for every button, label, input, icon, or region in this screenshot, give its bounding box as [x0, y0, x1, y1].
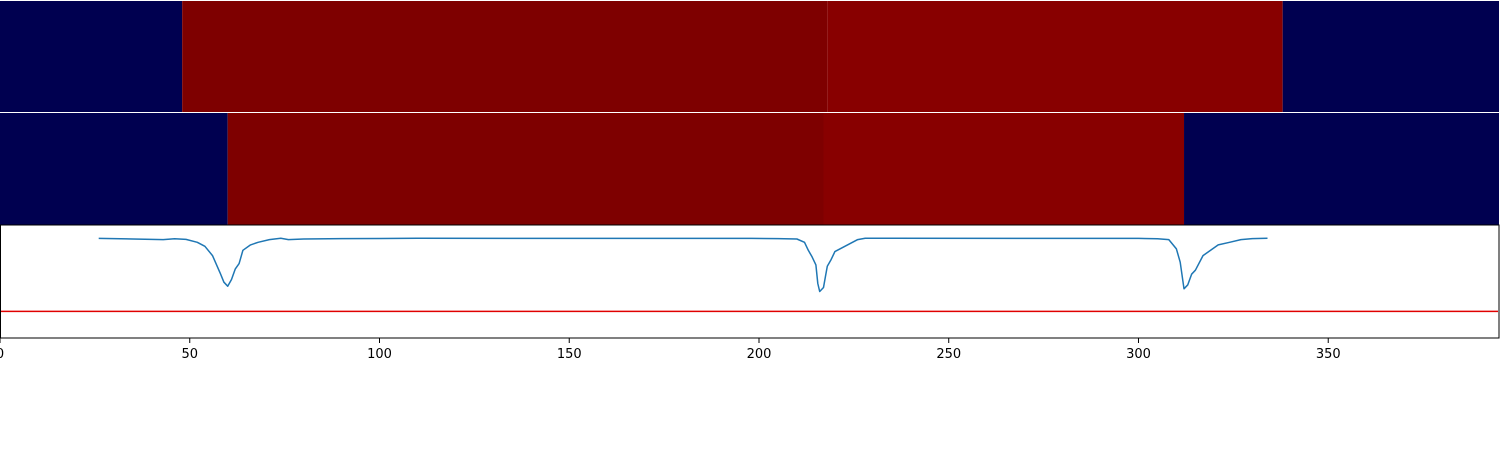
heatmap-strips — [0, 1, 1500, 225]
x-tick-label-100: 100 — [367, 347, 392, 362]
heatmap-cell-r2-s1 — [0, 113, 228, 225]
x-tick-label-300: 300 — [1126, 347, 1151, 362]
x-tick-label-50: 50 — [181, 347, 198, 362]
heatmap-cell-r1-s1 — [0, 1, 183, 112]
signal-line — [98, 237, 1268, 293]
heatmap-cell-r1-s4 — [1282, 1, 1499, 112]
signal-panel — [0, 224, 1500, 339]
heatmap-cell-r2-s3 — [823, 113, 1185, 225]
x-tick-label-200: 200 — [747, 347, 772, 362]
heatmap-cell-r2-s2 — [227, 113, 824, 225]
heatmap-cell-r1-s3 — [827, 1, 1283, 112]
heatmap-cell-r2-s4 — [1184, 113, 1499, 225]
x-tick-label-350: 350 — [1316, 347, 1341, 362]
x-axis: 0 50 100 150 200 250 300 350 — [0, 338, 1341, 362]
x-tick-label-0: 0 — [0, 347, 4, 362]
x-tick-label-250: 250 — [936, 347, 961, 362]
heatmap-cell-r1-s2 — [182, 1, 828, 112]
x-tick-label-150: 150 — [557, 347, 582, 362]
signal-panel-frame — [0, 224, 1500, 339]
